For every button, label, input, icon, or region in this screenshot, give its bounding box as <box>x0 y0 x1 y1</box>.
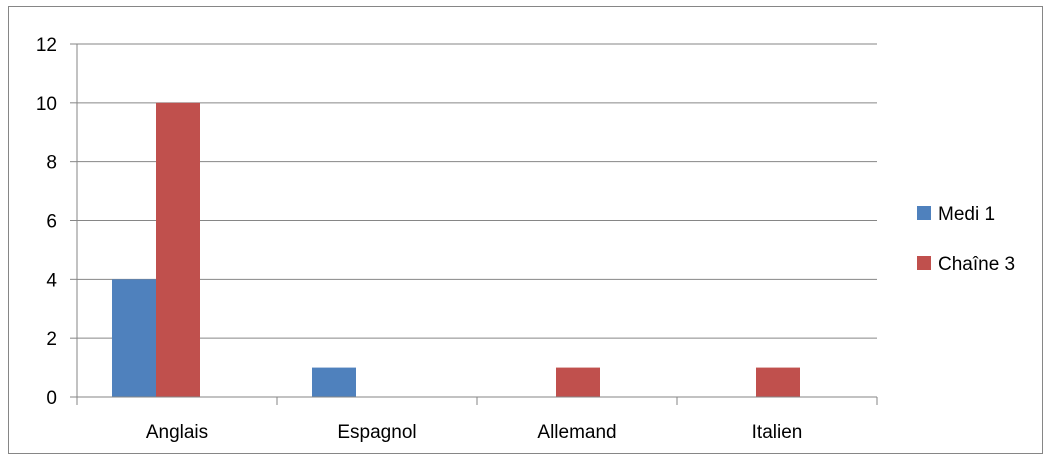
bar-cha-ne-3-italien <box>756 367 800 397</box>
legend-swatch <box>917 256 931 270</box>
x-tick-label: Anglais <box>146 422 208 443</box>
bar-medi-1-anglais <box>112 279 156 397</box>
y-tick-label: 12 <box>36 35 57 56</box>
legend-label: Chaîne 3 <box>938 254 1015 275</box>
y-tick-label: 6 <box>46 212 57 233</box>
y-tick-label: 4 <box>46 270 57 291</box>
y-tick-label: 10 <box>36 94 57 115</box>
legend-swatch <box>917 206 931 220</box>
x-tick-label: Allemand <box>537 422 616 443</box>
x-tick-label: Italien <box>752 422 803 443</box>
x-tick-label: Espagnol <box>337 422 416 443</box>
y-tick-label: 8 <box>46 153 57 174</box>
bar-cha-ne-3-allemand <box>556 367 600 397</box>
y-tick-label: 0 <box>46 388 57 409</box>
bar-cha-ne-3-anglais <box>156 102 200 397</box>
legend-label: Medi 1 <box>938 204 995 225</box>
y-tick-label: 2 <box>46 329 57 350</box>
bar-medi-1-espagnol <box>312 367 356 397</box>
